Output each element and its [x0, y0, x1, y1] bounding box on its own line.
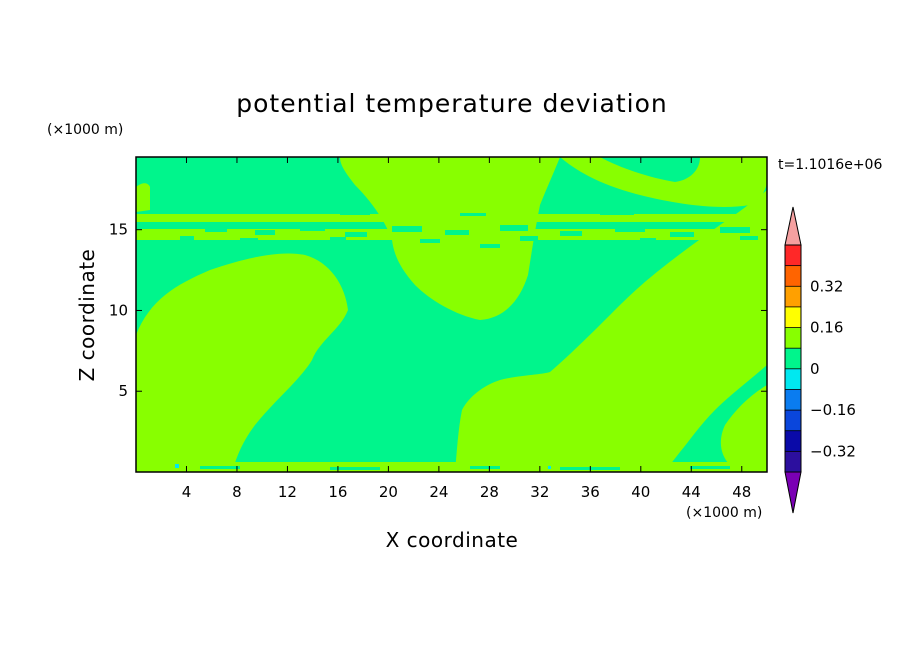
- small-anomaly-patch: [615, 226, 645, 232]
- colorbar-swatch: [785, 286, 801, 307]
- x-tick-label: 12: [278, 483, 297, 501]
- small-anomaly-patch: [205, 226, 227, 232]
- x-axis: 4 8 12 16 20 24 28 32 36 40 44 48: [182, 157, 751, 501]
- small-anomaly-patch: [480, 244, 500, 248]
- small-anomaly-patch: [340, 212, 370, 215]
- negative-speck: [548, 466, 551, 469]
- colorbar: 0.32 0.16 0 −0.16 −0.32: [784, 206, 856, 514]
- colorbar-swatch: [785, 327, 801, 349]
- positive-region: [136, 253, 348, 472]
- small-anomaly-patch: [240, 238, 258, 242]
- small-anomaly-patch: [470, 466, 500, 469]
- x-tick-label: 20: [379, 483, 398, 501]
- x-tick-label: 36: [581, 483, 600, 501]
- small-anomaly-patch: [500, 225, 528, 231]
- colorbar-swatch: [785, 306, 801, 328]
- positive-region: [455, 190, 767, 472]
- small-anomaly-patch: [200, 466, 240, 469]
- time-label: t=1.1016e+06: [778, 157, 882, 173]
- small-anomaly-patch: [520, 236, 538, 241]
- colorbar-over-triangle: [784, 206, 802, 246]
- colorbar-swatch: [785, 451, 801, 472]
- positive-region: [560, 157, 767, 207]
- colorbar-under-triangle: [784, 471, 802, 514]
- y-tick-label: 10: [109, 301, 128, 319]
- positive-region: [720, 385, 767, 472]
- small-anomaly-patch: [300, 243, 326, 247]
- x-unit-label: (×1000 m): [686, 505, 762, 521]
- contour-field: [135, 156, 768, 473]
- small-anomaly-patch: [180, 236, 194, 241]
- small-anomaly-patch: [460, 213, 486, 216]
- colorbar-swatch: [785, 348, 801, 369]
- colorbar-swatch: [785, 368, 801, 390]
- colorbar-swatch: [785, 430, 801, 452]
- x-tick-label: 32: [530, 483, 549, 501]
- small-anomaly-patch: [670, 232, 694, 237]
- small-anomaly-patch: [392, 226, 422, 232]
- colorbar-swatch: [785, 265, 801, 287]
- negative-speck: [175, 464, 179, 468]
- small-anomaly-patch: [690, 466, 730, 469]
- colorbar-tick-label: 0.32: [810, 277, 843, 295]
- plot-frame: [135, 156, 768, 473]
- y-axis: 5 10 15: [109, 221, 767, 400]
- y-axis-label: Z coordinate: [75, 249, 99, 382]
- colorbar-tick-label: 0.16: [810, 319, 843, 337]
- colorbar-swatch: [785, 389, 801, 411]
- positive-region: [136, 183, 150, 212]
- chart-title: potential temperature deviation: [236, 89, 667, 118]
- x-tick-label: 4: [182, 483, 192, 501]
- colorbar-tick-label: −0.16: [810, 401, 856, 419]
- x-tick-label: 8: [232, 483, 242, 501]
- x-tick-label: 28: [480, 483, 499, 501]
- x-tick-label: 40: [631, 483, 650, 501]
- y-unit-label: (×1000 m): [47, 122, 123, 138]
- x-tick-label: 44: [682, 483, 701, 501]
- small-anomaly-patch: [445, 230, 469, 235]
- small-anomaly-patch: [345, 232, 367, 237]
- small-anomaly-patch: [420, 239, 440, 243]
- x-tick-label: 16: [328, 483, 347, 501]
- small-anomaly-patch: [720, 227, 750, 233]
- y-tick-label: 15: [109, 221, 128, 239]
- small-anomaly-patch: [560, 231, 582, 236]
- positive-region: [136, 214, 767, 222]
- x-tick-label: 24: [429, 483, 448, 501]
- x-axis-label: X coordinate: [386, 528, 519, 552]
- colorbar-swatch: [785, 410, 801, 431]
- small-anomaly-patch: [300, 225, 325, 231]
- colorbar-swatch: [785, 245, 801, 266]
- colorbar-tick-label: −0.32: [810, 442, 856, 460]
- x-tick-label: 48: [732, 483, 751, 501]
- y-tick-label: 5: [118, 382, 128, 400]
- small-anomaly-patch: [740, 236, 758, 240]
- colorbar-tick-label: 0: [810, 360, 820, 378]
- small-anomaly-patch: [160, 224, 178, 229]
- small-anomaly-patch: [640, 238, 656, 242]
- small-anomaly-patch: [600, 212, 634, 215]
- small-anomaly-patch: [620, 243, 646, 247]
- small-anomaly-patch: [255, 230, 275, 235]
- small-anomaly-patch: [330, 237, 346, 242]
- small-anomaly-patch: [330, 467, 380, 470]
